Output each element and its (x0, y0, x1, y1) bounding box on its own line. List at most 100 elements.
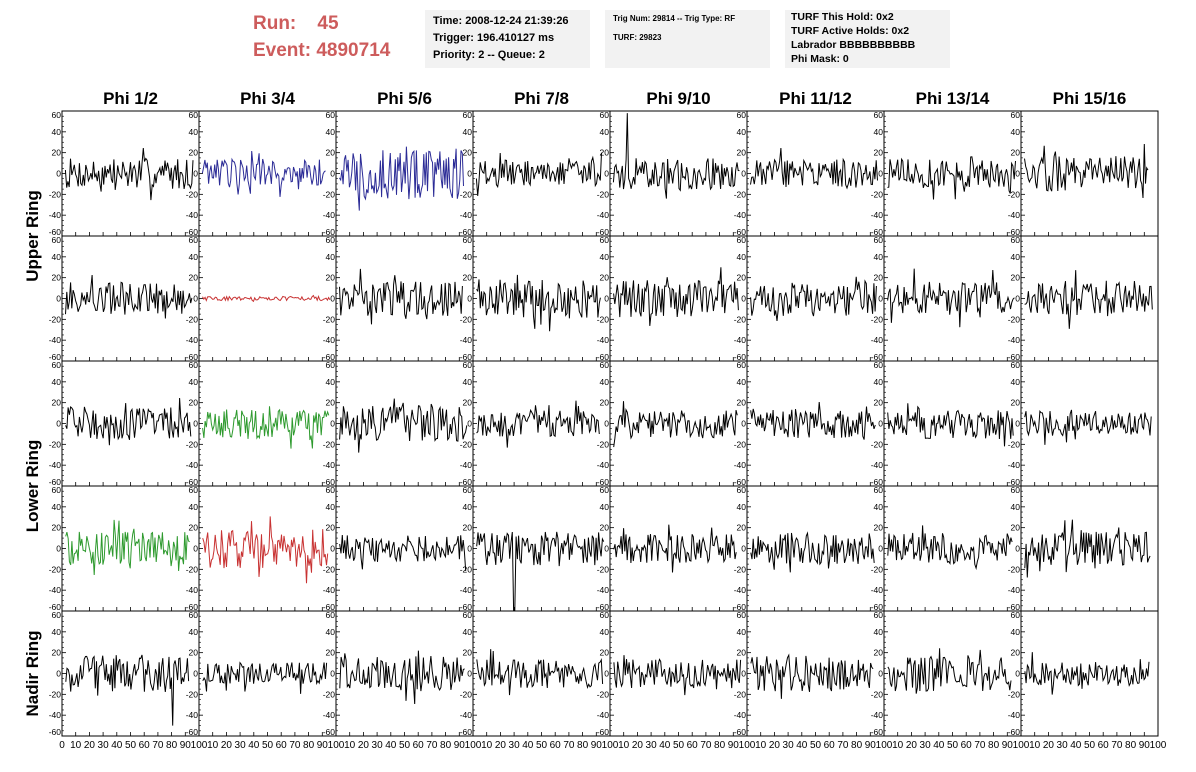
waveform-panel: -60 -40 -20 0 20 40 60 (734, 110, 885, 237)
y-tick-label: 20 (189, 148, 199, 158)
y-tick-label: 40 (737, 252, 747, 262)
y-tick-label: 0 (741, 669, 746, 679)
y-tick-label: 20 (874, 398, 884, 408)
y-tick-label: -60 (1008, 477, 1021, 487)
waveform-panel: -60 -40 -20 0 20 40 60 (597, 485, 748, 612)
y-tick-label: 40 (1011, 377, 1021, 387)
x-tick-label: 50 (947, 740, 959, 751)
y-tick-label: -40 (734, 710, 747, 720)
waveform-panel: -60 -40 -20 0 20 40 60 (871, 360, 1022, 487)
waveform-panel: -60 -40 -20 0 20 40 60 (734, 485, 885, 612)
waveform-panel: -60 -40 -20 0 20 40 60 (323, 110, 474, 237)
y-tick-label: -20 (1008, 189, 1021, 199)
y-tick-label: -40 (734, 585, 747, 595)
x-tick-label: 70 (974, 740, 986, 751)
waveform-panel: -60 -40 -20 0 20 40 60 (49, 110, 200, 237)
x-tick-label: 100 (1013, 740, 1030, 751)
y-tick-label: 0 (604, 169, 609, 179)
waveform-panel: -60 -40 -20 0 20 40 60 (460, 235, 611, 362)
x-tick-label: 20 (221, 740, 233, 751)
x-tick-label: 30 (920, 740, 932, 751)
x-tick-label: 70 (289, 740, 301, 751)
y-tick-label: 20 (189, 648, 199, 658)
y-tick-label: 40 (52, 127, 62, 137)
y-tick-label: 20 (189, 523, 199, 533)
y-tick-label: -40 (460, 210, 473, 220)
y-tick-label: 60 (600, 360, 610, 370)
waveform-trace (475, 152, 602, 196)
y-tick-label: 60 (463, 360, 473, 370)
x-tick-label: 30 (646, 740, 658, 751)
y-tick-label: 0 (56, 419, 61, 429)
y-tick-label: -20 (460, 564, 473, 574)
panel-frame (609, 360, 748, 487)
y-tick-label: 40 (1011, 252, 1021, 262)
x-tick-label: 40 (1070, 740, 1082, 751)
waveform-trace (750, 147, 878, 190)
waveform-panel: -60 -40 -20 0 20 40 60 (49, 485, 200, 612)
waveform-trace (1024, 652, 1150, 695)
y-tick-label: 60 (326, 610, 336, 620)
x-tick-label: 30 (1057, 740, 1069, 751)
y-tick-label: 20 (1011, 398, 1021, 408)
y-tick-label: 40 (189, 377, 199, 387)
y-tick-label: -20 (49, 564, 62, 574)
x-tick-label: 20 (495, 740, 507, 751)
y-tick-label: -20 (460, 189, 473, 199)
x-tick-label: 60 (824, 740, 836, 751)
y-tick-label: -20 (734, 689, 747, 699)
x-tick-label: 100 (1150, 740, 1167, 751)
waveform-panel: -60 -40 -20 0 20 40 60 (323, 360, 474, 487)
x-tick-label: 20 (906, 740, 918, 751)
y-tick-label: 60 (737, 235, 747, 245)
y-tick-label: -20 (734, 439, 747, 449)
run-label: Run: (253, 13, 297, 34)
waveform-panel: -60 -40 -20 0 20 40 60 (871, 485, 1022, 612)
y-tick-label: 40 (600, 252, 610, 262)
y-tick-label: -40 (1008, 585, 1021, 595)
x-tick-label: 100 (328, 740, 345, 751)
y-tick-label: 0 (1015, 169, 1020, 179)
trigger-line: Trigger: 196.410127 ms (433, 32, 555, 44)
y-tick-label: -40 (460, 585, 473, 595)
waveform-trace (476, 400, 600, 448)
run-value: 45 (317, 13, 339, 34)
y-tick-label: 20 (737, 148, 747, 158)
y-tick-label: -60 (597, 602, 610, 612)
y-tick-label: 60 (874, 235, 884, 245)
y-tick-label: 20 (326, 523, 336, 533)
x-tick-label: 40 (111, 740, 123, 751)
y-tick-label: 20 (874, 273, 884, 283)
y-tick-label: 0 (741, 169, 746, 179)
y-tick-label: -20 (597, 564, 610, 574)
y-tick-label: 60 (874, 485, 884, 495)
y-tick-label: 40 (52, 377, 62, 387)
x-tick-label: 90 (180, 740, 192, 751)
y-tick-label: -40 (734, 210, 747, 220)
y-tick-label: 60 (326, 110, 336, 120)
y-tick-label: 40 (600, 377, 610, 387)
y-tick-label: 0 (878, 669, 883, 679)
column-title: Phi 7/8 (514, 89, 569, 108)
y-tick-label: -20 (734, 189, 747, 199)
y-tick-label: 40 (737, 502, 747, 512)
waveform-trace (1024, 409, 1152, 445)
waveform-panel: -60 -40 -20 0 20 40 60 (1008, 235, 1159, 362)
x-tick-label: 30 (509, 740, 521, 751)
y-tick-label: 0 (193, 419, 198, 429)
y-tick-label: 20 (1011, 273, 1021, 283)
y-tick-label: -20 (597, 189, 610, 199)
y-tick-label: 0 (330, 669, 335, 679)
y-tick-label: 40 (737, 377, 747, 387)
y-tick-label: 60 (737, 485, 747, 495)
y-tick-label: -20 (323, 314, 336, 324)
y-tick-label: -40 (734, 460, 747, 470)
y-tick-label: 40 (52, 627, 62, 637)
y-tick-label: -40 (49, 710, 62, 720)
y-tick-label: 60 (326, 485, 336, 495)
x-tick-label: 80 (166, 740, 178, 751)
y-tick-label: 0 (741, 294, 746, 304)
y-tick-label: 0 (467, 544, 472, 554)
y-tick-label: -20 (1008, 564, 1021, 574)
y-tick-label: 20 (52, 273, 62, 283)
